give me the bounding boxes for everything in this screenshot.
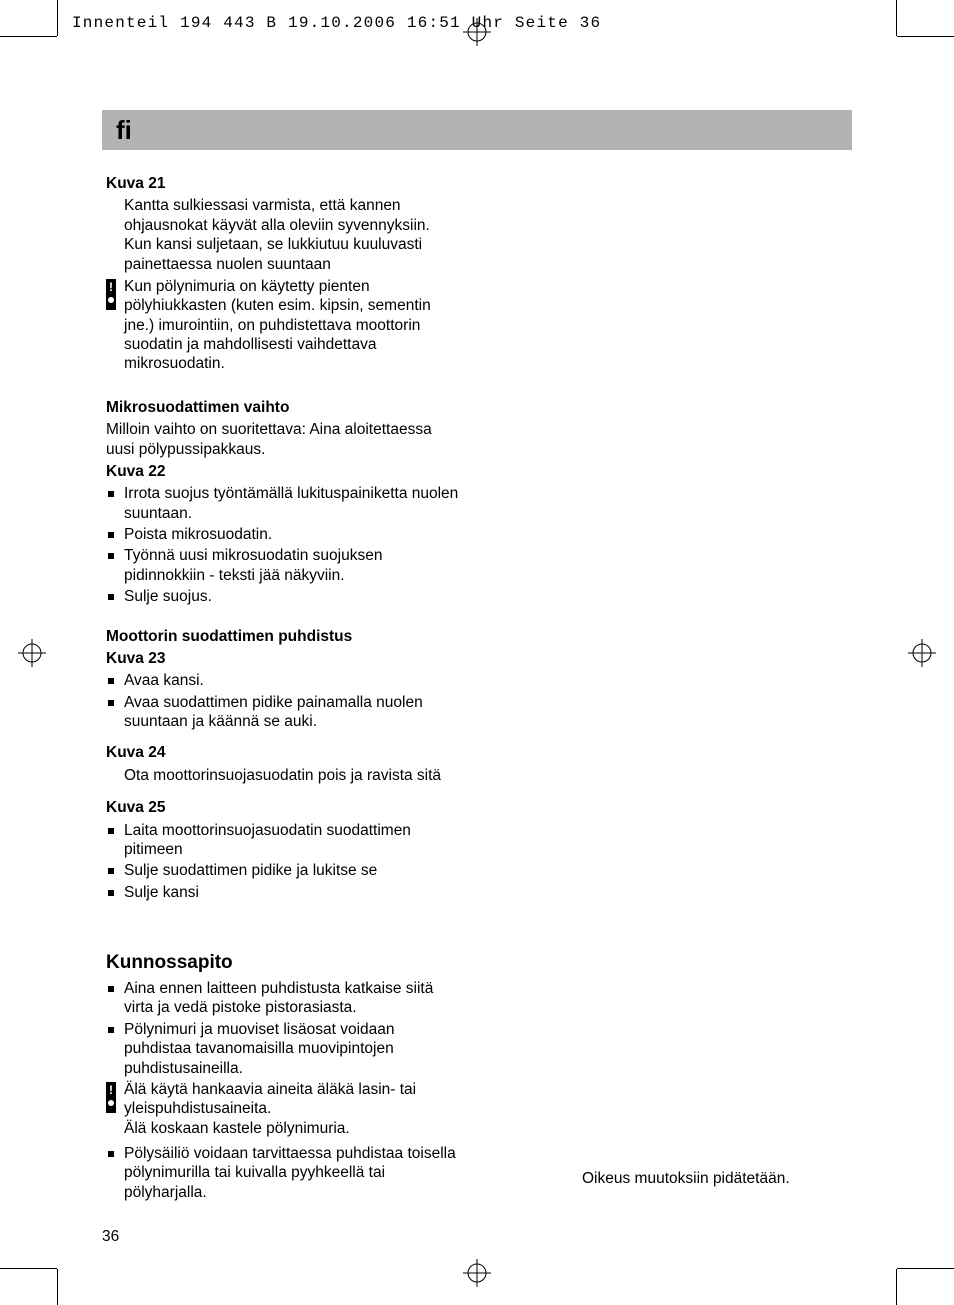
crop-mark	[897, 1268, 954, 1269]
list-item: Avaa suodattimen pidike painamalla nuole…	[124, 693, 462, 732]
figure-title: Kuva 23	[106, 649, 462, 668]
print-header: Innenteil 194 443 B 19.10.2006 16:51 Uhr…	[72, 14, 601, 32]
bullet-list: Avaa kansi. Avaa suodattimen pidike pain…	[124, 671, 462, 731]
bullet-list: Irrota suojus työntämällä lukituspainike…	[124, 484, 462, 606]
registration-mark-icon	[463, 1259, 491, 1287]
crop-mark	[896, 1269, 897, 1305]
list-item: Sulje suojus.	[124, 587, 462, 606]
figure-title: Kuva 24	[106, 743, 462, 762]
main-heading: Kunnossapito	[106, 952, 462, 974]
crop-mark	[0, 36, 57, 37]
figure-title: Kuva 22	[106, 462, 462, 481]
list-item: Työnnä uusi mikrosuodatin suojuksen pidi…	[124, 546, 462, 585]
registration-mark-icon	[463, 18, 491, 46]
warning-text: Kun pölynimuria on käytetty pienten pöly…	[124, 277, 462, 374]
list-item: Pölynimuri ja muoviset lisäosat voidaan …	[124, 1020, 462, 1078]
list-item: Laita moottorinsuojasuodatin suodattimen…	[124, 821, 462, 860]
registration-mark-icon	[908, 639, 936, 667]
registration-mark-icon	[18, 639, 46, 667]
language-bar: fi	[102, 110, 852, 150]
list-item: Pölysäiliö voidaan tarvittaessa puhdista…	[124, 1144, 462, 1202]
list-item: Poista mikrosuodatin.	[124, 525, 462, 544]
list-item: Sulje suodattimen pidike ja lukitse se	[124, 861, 462, 880]
crop-mark	[57, 1269, 58, 1305]
section-heading: Mikrosuodattimen vaihto	[106, 398, 462, 417]
body-text: Milloin vaihto on suoritettava: Aina alo…	[106, 420, 462, 459]
warning-text: Älä käytä hankaavia aineita äläkä lasin-…	[124, 1080, 462, 1138]
body-text: Ota moottorinsuojasuodatin pois ja ravis…	[124, 766, 462, 785]
figure-title: Kuva 25	[106, 798, 462, 817]
warning-block: Kun pölynimuria on käytetty pienten pöly…	[124, 277, 462, 374]
crop-mark	[0, 1268, 57, 1269]
bullet-list: Aina ennen laitteen puhdistusta katkaise…	[124, 979, 462, 1078]
crop-mark	[897, 36, 954, 37]
figure-title: Kuva 21	[106, 174, 462, 193]
list-item: Aina ennen laitteen puhdistusta katkaise…	[124, 979, 462, 1018]
footer-note: Oikeus muutoksiin pidätetään.	[582, 1170, 790, 1188]
section-heading: Moottorin suodattimen puhdistus	[106, 627, 462, 646]
body-text: Kantta sulkiessasi varmista, että kannen…	[124, 196, 462, 274]
list-item: Irrota suojus työntämällä lukituspainike…	[124, 484, 462, 523]
language-code: fi	[116, 115, 132, 146]
crop-mark	[896, 0, 897, 36]
bullet-list: Laita moottorinsuojasuodatin suodattimen…	[124, 821, 462, 903]
list-item: Avaa kansi.	[124, 671, 462, 690]
page-number: 36	[102, 1228, 119, 1246]
page-content: fi Kuva 21 Kantta sulkiessasi varmista, …	[102, 110, 852, 1204]
bullet-list: Pölysäiliö voidaan tarvittaessa puhdista…	[124, 1144, 462, 1202]
crop-mark	[57, 0, 58, 36]
content-column: Kuva 21 Kantta sulkiessasi varmista, ett…	[102, 174, 462, 1202]
warning-block: Älä käytä hankaavia aineita äläkä lasin-…	[124, 1080, 462, 1138]
list-item: Sulje kansi	[124, 883, 462, 902]
